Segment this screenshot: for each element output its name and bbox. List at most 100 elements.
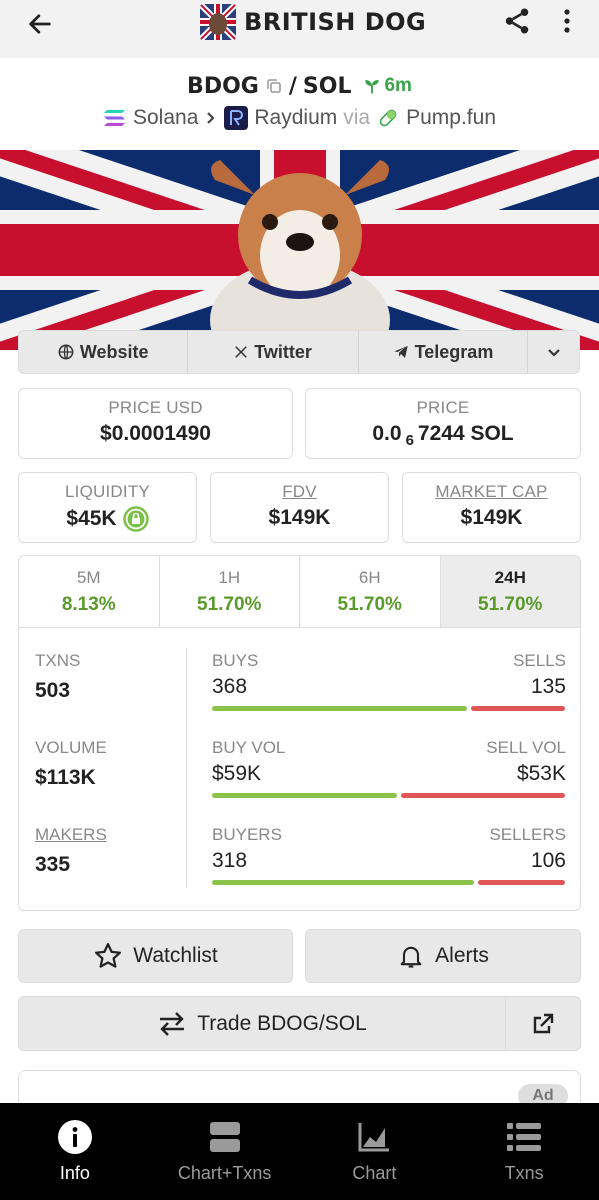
- chevron-right-icon: [207, 112, 215, 124]
- volume-value: $113K: [35, 766, 96, 789]
- watchlist-label: Watchlist: [133, 944, 218, 967]
- social-more-button[interactable]: [528, 331, 579, 373]
- website-link[interactable]: Website: [19, 331, 189, 373]
- volume-label: VOLUME: [35, 738, 107, 757]
- tab-change: 51.70%: [197, 594, 262, 615]
- bell-icon: [400, 946, 422, 968]
- via-label: via: [343, 106, 371, 129]
- buy-bar: [212, 880, 474, 885]
- buys-label: BUYS: [212, 651, 259, 670]
- price-usd-value: $0.0001490: [100, 422, 211, 445]
- seedling-icon: [365, 80, 380, 94]
- bottom-nav: Info Chart+Txns Chart Txns: [0, 1103, 599, 1200]
- tab-6h[interactable]: 6H 51.70%: [300, 556, 441, 627]
- market-cap-value: $149K: [460, 506, 523, 529]
- sell-bar: [471, 706, 565, 711]
- txns-label: TXNS: [35, 651, 81, 670]
- solana-icon: [103, 110, 125, 126]
- buy-bar: [212, 706, 467, 711]
- trade-button[interactable]: Trade BDOG/SOL: [18, 996, 506, 1051]
- back-button[interactable]: [22, 6, 58, 42]
- alerts-button[interactable]: Alerts: [305, 929, 581, 983]
- volume-bar: [212, 793, 565, 798]
- lock-icon[interactable]: [122, 506, 149, 532]
- fdv-card[interactable]: FDV $149K: [210, 472, 389, 543]
- pill-icon: [379, 109, 397, 127]
- tab-5m[interactable]: 5M 8.13%: [19, 556, 160, 627]
- chain-breadcrumb: Solana Raydium via Pump.fun: [0, 102, 599, 134]
- pair-header: BDOG / SOL 6m: [0, 68, 599, 104]
- market-cap-card[interactable]: MARKET CAP $149K: [402, 472, 581, 543]
- twitter-label: Twitter: [254, 341, 312, 362]
- twitter-link[interactable]: Twitter: [188, 331, 359, 373]
- telegram-label: Telegram: [414, 341, 494, 362]
- nav-txns[interactable]: Txns: [449, 1103, 599, 1200]
- buys-value: 368: [212, 675, 248, 698]
- sell-vol-value: $53K: [516, 762, 566, 785]
- dex-link[interactable]: Raydium: [254, 106, 338, 129]
- list-icon: [507, 1123, 542, 1151]
- price-usd-card: PRICE USD $0.0001490: [18, 388, 293, 459]
- fdv-label: FDV: [282, 482, 317, 501]
- pair-age-value: 6m: [384, 75, 412, 96]
- trade-external-button[interactable]: [505, 996, 581, 1051]
- pair-quote: SOL: [302, 73, 352, 99]
- buy-bar: [212, 793, 397, 798]
- txns-row: TXNS 503 BUYS SELLS 368 135: [19, 651, 580, 731]
- chevron-down-icon: [547, 349, 560, 357]
- tab-change: 8.13%: [61, 594, 116, 615]
- swap-icon: [160, 1011, 185, 1036]
- more-vertical-icon: [564, 9, 570, 33]
- share-icon: [505, 8, 529, 34]
- sells-value: 135: [530, 675, 566, 698]
- share-button[interactable]: [500, 4, 534, 38]
- trade-label: Trade BDOG/SOL: [197, 1011, 367, 1035]
- tab-label: 1H: [218, 568, 241, 587]
- more-button[interactable]: [553, 4, 581, 38]
- pair-separator: /: [288, 73, 297, 99]
- buyers-label: BUYERS: [212, 825, 282, 844]
- nav-label: Chart+Txns: [177, 1163, 272, 1183]
- volume-row: VOLUME $113K BUY VOL SELL VOL $59K $53K: [19, 738, 580, 818]
- timeframe-tabs: 5M 8.13% 1H 51.70% 6H 51.70% 24H 51.70%: [19, 556, 580, 628]
- tab-label: 24H: [494, 568, 526, 587]
- txns-value: 503: [35, 679, 71, 702]
- liquidity-label: LIQUIDITY: [65, 482, 150, 501]
- buy-vol-label: BUY VOL: [212, 738, 286, 757]
- copy-icon[interactable]: [265, 77, 283, 95]
- info-icon: [57, 1120, 92, 1154]
- tab-1h[interactable]: 1H 51.70%: [160, 556, 300, 627]
- chain-link[interactable]: Solana: [132, 106, 199, 129]
- price-native-value: 7244 SOL: [417, 422, 514, 445]
- price-usd-label: PRICE USD: [108, 398, 203, 417]
- liquidity-card: LIQUIDITY $45K: [18, 472, 197, 543]
- sellers-label: SELLERS: [489, 825, 566, 844]
- sells-label: SELLS: [513, 651, 566, 670]
- buyers-value: 318: [212, 849, 248, 872]
- globe-icon: [58, 344, 74, 360]
- stats-panel: 5M 8.13% 1H 51.70% 6H 51.70% 24H 51.70% …: [18, 555, 581, 911]
- nav-label: Chart: [352, 1163, 397, 1183]
- launchpad-link[interactable]: Pump.fun: [406, 106, 496, 129]
- tab-24h[interactable]: 24H 51.70%: [440, 556, 580, 627]
- top-bar: BRITISH DOG: [0, 0, 599, 58]
- nav-label: Info: [59, 1163, 90, 1183]
- x-logo-icon: [235, 346, 248, 358]
- telegram-icon: [393, 346, 408, 358]
- nav-chart-txns[interactable]: Chart+Txns: [150, 1103, 300, 1200]
- watchlist-button[interactable]: Watchlist: [18, 929, 293, 983]
- telegram-link[interactable]: Telegram: [359, 331, 529, 373]
- nav-info[interactable]: Info: [0, 1103, 150, 1200]
- makers-label[interactable]: MAKERS: [35, 825, 107, 844]
- pair-base: BDOG: [187, 73, 259, 99]
- buys-sells-bar: [212, 706, 565, 711]
- token-title: BRITISH DOG: [200, 3, 426, 41]
- liquidity-value: $45K: [66, 507, 117, 530]
- tab-label: 6H: [358, 568, 381, 587]
- token-banner-image: [0, 150, 599, 350]
- alerts-label: Alerts: [435, 944, 489, 967]
- nav-chart[interactable]: Chart: [300, 1103, 450, 1200]
- buyers-sellers-bar: [212, 880, 565, 885]
- tab-change: 51.70%: [478, 594, 543, 615]
- pair-age: 6m: [363, 75, 412, 97]
